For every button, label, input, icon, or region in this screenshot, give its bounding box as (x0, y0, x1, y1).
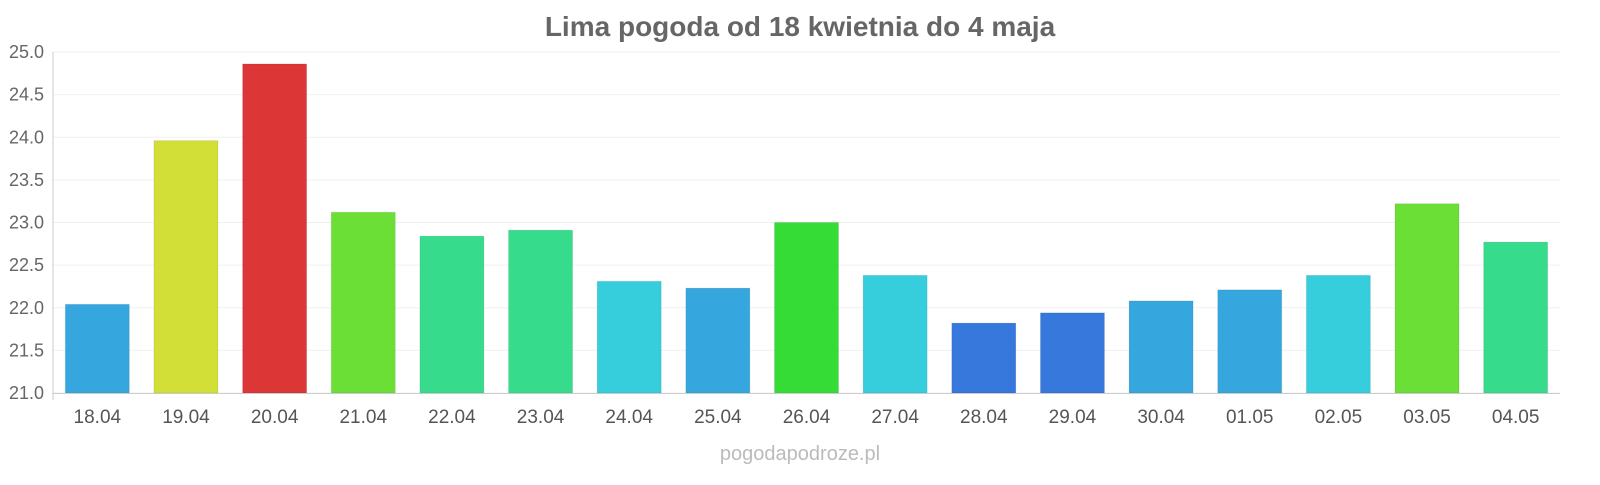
bar-20.04[interactable] (242, 63, 308, 394)
y-tick-label: 22.5 (9, 255, 44, 275)
y-tick-label: 23.0 (9, 213, 44, 233)
x-tick-label: 20.04 (251, 407, 299, 428)
x-tick-label: 24.04 (605, 407, 653, 428)
x-tick-label: 22.04 (428, 407, 476, 428)
y-tick-label: 21.0 (9, 383, 44, 403)
x-tick-label: 01.05 (1226, 407, 1274, 428)
x-tick-label: 26.04 (783, 407, 831, 428)
bar-28.04[interactable] (951, 322, 1017, 394)
bar-04.05[interactable] (1483, 241, 1549, 394)
x-tick-label: 27.04 (871, 407, 919, 428)
x-tick-label: 02.05 (1315, 407, 1363, 428)
y-tick-label: 22.0 (9, 298, 44, 318)
x-tick-label: 25.04 (694, 407, 742, 428)
bar-18.04[interactable] (64, 303, 130, 394)
x-tick-label: 19.04 (162, 407, 210, 428)
bar-01.05[interactable] (1217, 289, 1283, 394)
x-tick-label: 03.05 (1403, 407, 1451, 428)
bar-26.04[interactable] (774, 222, 839, 394)
watermark: pogodapodroze.pl (720, 443, 880, 465)
x-tick-label: 29.04 (1049, 407, 1097, 428)
y-tick-label: 25.0 (9, 42, 44, 62)
x-tick-label: 23.04 (517, 407, 565, 428)
bar-29.04[interactable] (1039, 312, 1105, 394)
chart-title: Lima pogoda od 18 kwietnia do 4 maja (545, 11, 1056, 42)
y-tick-label: 24.5 (9, 85, 44, 105)
bar-19.04[interactable] (153, 140, 219, 394)
bar-30.04[interactable] (1128, 300, 1194, 394)
x-tick-label: 30.04 (1137, 407, 1185, 428)
x-tick-label: 04.05 (1492, 407, 1540, 428)
bar-03.05[interactable] (1394, 203, 1460, 394)
y-tick-label: 21.5 (9, 340, 44, 360)
x-tick-label: 21.04 (339, 407, 387, 428)
x-tick-label: 18.04 (74, 407, 122, 428)
bar-22.04[interactable] (419, 235, 485, 394)
bar-25.04[interactable] (685, 287, 751, 394)
bar-02.05[interactable] (1305, 274, 1371, 394)
bar-24.04[interactable] (596, 280, 662, 394)
bar-27.04[interactable] (862, 274, 928, 394)
y-tick-label: 23.5 (9, 170, 44, 190)
bar-21.04[interactable] (330, 211, 396, 394)
y-tick-label: 24.0 (9, 127, 44, 147)
bar-23.04[interactable] (508, 229, 574, 394)
x-tick-label: 28.04 (960, 407, 1008, 428)
